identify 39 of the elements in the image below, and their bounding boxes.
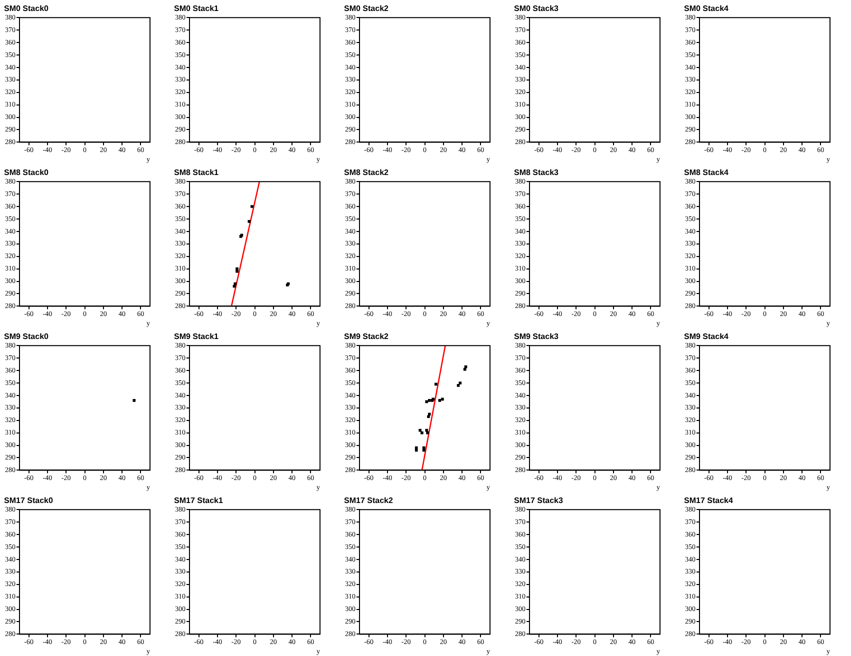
point (420, 431, 424, 434)
chart-title: SM17 Stack1 (174, 496, 224, 506)
chart-title: SM0 Stack1 (174, 4, 220, 14)
point (428, 412, 431, 416)
point (425, 400, 428, 404)
point (248, 220, 251, 223)
chart-title: SM9 Stack1 (174, 332, 220, 342)
chart-title: SM0 Stack0 (4, 4, 50, 14)
point (425, 428, 428, 432)
point (434, 382, 438, 386)
point (441, 398, 444, 401)
chart-title: SM17 Stack3 (514, 496, 564, 506)
point (458, 382, 462, 384)
chart-title: SM8 Stack0 (4, 168, 50, 178)
chart-title: SM8 Stack2 (344, 168, 390, 178)
point (236, 267, 238, 270)
point (236, 270, 238, 273)
chart-title: SM9 Stack0 (4, 332, 50, 342)
chart-title: SM9 Stack2 (344, 332, 390, 342)
chart-title: SM0 Stack4 (684, 4, 730, 14)
point (427, 415, 430, 418)
chart-title: SM9 Stack4 (684, 332, 730, 342)
chart-title: SM8 Stack3 (514, 168, 560, 178)
chart-title: SM8 Stack1 (174, 168, 220, 178)
chart-title: SM8 Stack4 (684, 168, 730, 178)
point (414, 448, 418, 452)
point (418, 428, 422, 432)
chart-title: SM17 Stack4 (684, 496, 734, 506)
point (426, 431, 429, 434)
point (438, 399, 442, 402)
point (428, 399, 431, 402)
chart-title: SM0 Stack2 (344, 4, 390, 14)
chart-title: SM0 Stack3 (514, 4, 560, 14)
point (456, 384, 460, 387)
chart-title: SM17 Stack2 (344, 496, 394, 506)
chart-title: SM17 Stack0 (4, 496, 54, 506)
chart-title: SM9 Stack3 (514, 332, 560, 342)
point (414, 446, 418, 450)
point (250, 205, 254, 208)
